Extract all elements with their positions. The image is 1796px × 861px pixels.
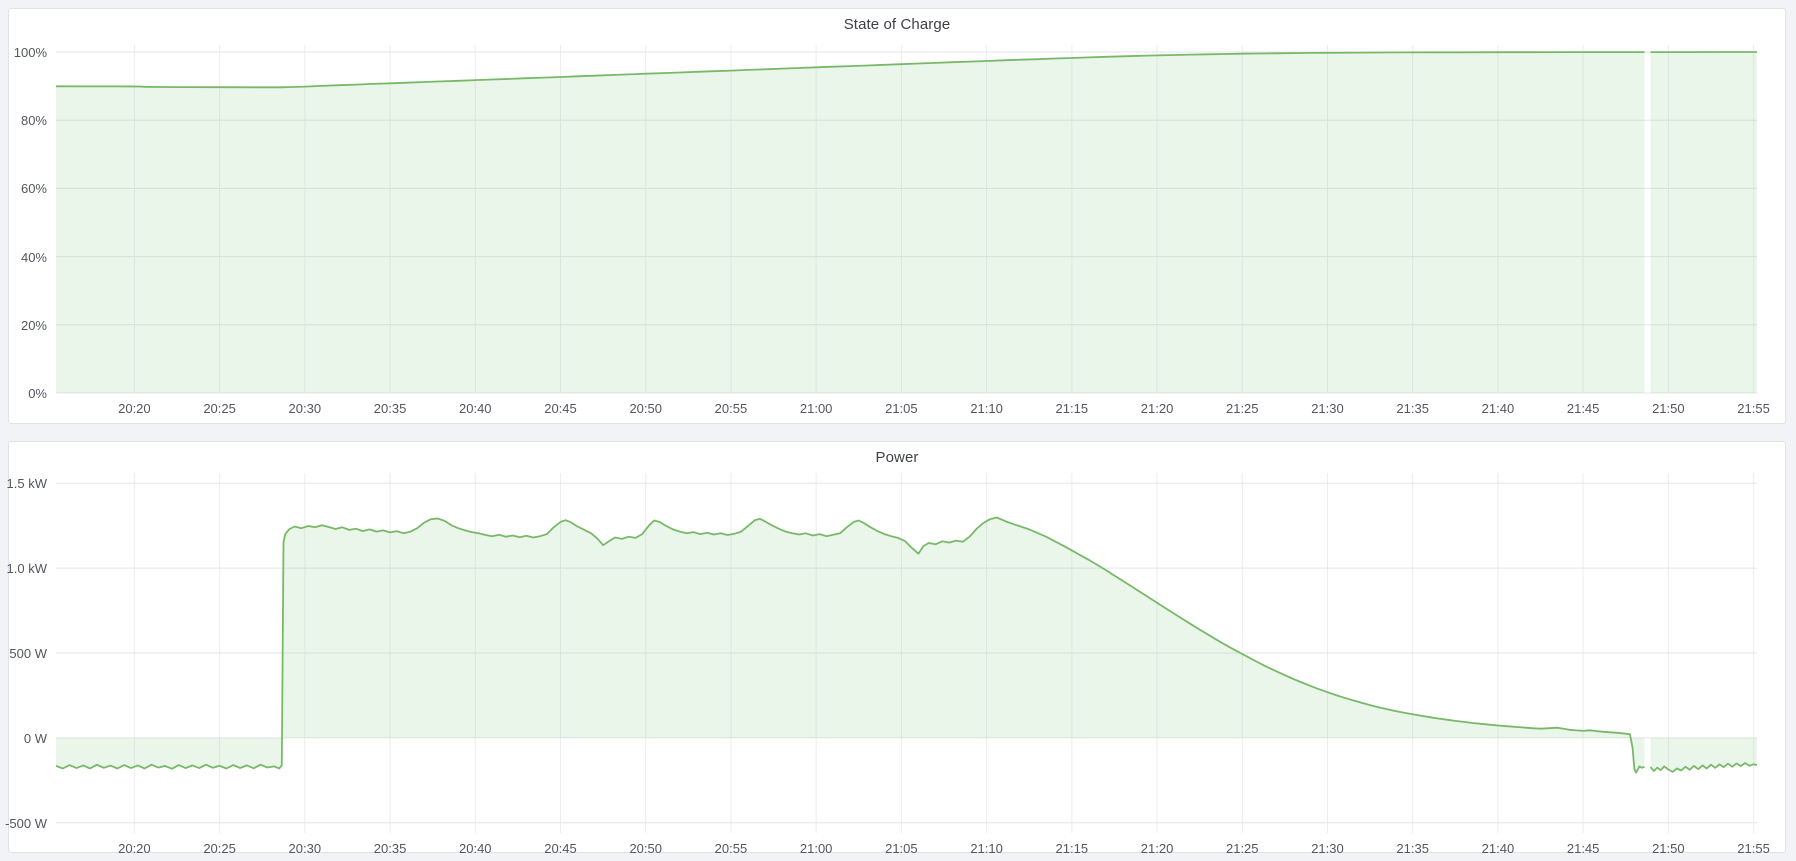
x-axis-tick-label: 21:40 bbox=[1481, 841, 1515, 856]
series-area-fill bbox=[56, 52, 1645, 393]
panel-state-of-charge: State of Charge 100% 80% 60% 40% 20% 0% 20:20 2… bbox=[8, 8, 1786, 424]
y-axis-tick-label: 0% bbox=[28, 386, 47, 401]
y-axis-tick-label: 500 W bbox=[9, 646, 47, 661]
panel-title-state-of-charge[interactable]: State of Charge bbox=[843, 16, 951, 33]
series-line bbox=[55, 51, 1645, 89]
x-axis-tick-label: 20:40 bbox=[459, 401, 492, 416]
series-area-fill bbox=[1650, 737, 1757, 772]
x-axis-tick-label: 21:50 bbox=[1652, 841, 1685, 856]
x-axis-tick-label: 21:50 bbox=[1652, 401, 1685, 416]
y-axis-tick-label: 60% bbox=[20, 181, 47, 197]
x-axis-tick-label: 20:45 bbox=[544, 401, 577, 416]
x-axis-tick-label: 21:00 bbox=[799, 401, 833, 416]
y-axis-tick-label: 20% bbox=[20, 317, 47, 333]
x-axis-tick-label: 21:30 bbox=[1311, 401, 1344, 416]
state-of-charge-chart[interactable] bbox=[55, 45, 1757, 394]
series-line bbox=[55, 516, 1645, 774]
y-axis-tick-label: 1.0 kW bbox=[6, 561, 47, 577]
panel-title-power[interactable]: Power bbox=[875, 449, 919, 466]
x-axis-tick-label: 20:30 bbox=[288, 841, 322, 856]
chart-canvas bbox=[55, 473, 1758, 833]
x-axis-tick-label: 20:55 bbox=[714, 401, 748, 416]
y-axis-tick-label: 80% bbox=[20, 113, 47, 129]
x-axis-tick-label: 20:35 bbox=[373, 841, 407, 856]
x-axis-tick-label: 21:25 bbox=[1225, 841, 1259, 856]
series-area-fill bbox=[56, 517, 1645, 773]
x-axis-tick-label: 20:55 bbox=[714, 841, 748, 856]
x-axis-tick-label: 21:25 bbox=[1225, 401, 1259, 416]
x-axis-tick-label: 21:05 bbox=[885, 401, 918, 416]
x-axis-tick-label: 21:45 bbox=[1566, 401, 1600, 416]
x-axis-tick-label: 21:10 bbox=[970, 401, 1003, 416]
x-axis-tick-label: 21:45 bbox=[1566, 841, 1600, 856]
series-line bbox=[1649, 762, 1758, 773]
x-axis-tick-label: 21:05 bbox=[885, 841, 918, 856]
x-axis-tick-label: 20:30 bbox=[288, 401, 322, 416]
x-axis-tick-label: 21:35 bbox=[1396, 841, 1429, 856]
x-axis-tick-label: 21:30 bbox=[1311, 841, 1344, 856]
chart-canvas bbox=[55, 45, 1757, 394]
x-axis-tick-label: 21:15 bbox=[1055, 401, 1089, 416]
x-axis-tick-label: 21:20 bbox=[1140, 401, 1174, 416]
x-axis-tick-label: 20:20 bbox=[118, 841, 151, 856]
y-axis-tick-label: 40% bbox=[20, 249, 47, 265]
panel-power: Power 1.5 kW 1.0 kW 500 W 0 W -500 W 20:20 20:… bbox=[5, 441, 1786, 856]
series-area-fill bbox=[1650, 52, 1757, 393]
x-axis-tick-label: 20:25 bbox=[203, 841, 236, 856]
y-axis-tick-label: -500 W bbox=[5, 815, 47, 831]
power-chart[interactable] bbox=[55, 473, 1758, 833]
x-axis-tick-label: 20:20 bbox=[118, 401, 151, 416]
x-axis-tick-label: 20:35 bbox=[373, 401, 407, 416]
x-axis-tick-label: 21:35 bbox=[1396, 401, 1429, 416]
x-axis-tick-label: 20:50 bbox=[629, 401, 662, 416]
x-axis-tick-label: 21:40 bbox=[1481, 401, 1515, 416]
x-axis-tick-label: 20:50 bbox=[629, 841, 662, 856]
x-axis-tick-label: 21:20 bbox=[1140, 841, 1174, 856]
x-axis-tick-label: 21:55 bbox=[1737, 841, 1770, 856]
y-axis-tick-label: 1.5 kW bbox=[6, 476, 47, 492]
y-axis-tick-label: 0 W bbox=[23, 730, 47, 746]
x-axis-tick-label: 21:15 bbox=[1055, 841, 1089, 856]
x-axis-tick-label: 20:45 bbox=[544, 841, 577, 856]
x-axis-tick-label: 21:00 bbox=[799, 841, 833, 856]
x-axis-tick-label: 21:10 bbox=[970, 841, 1003, 856]
y-axis-tick-label: 100% bbox=[13, 44, 47, 60]
x-axis-tick-label: 20:40 bbox=[459, 841, 492, 856]
x-axis-tick-label: 21:55 bbox=[1737, 401, 1770, 416]
x-axis-tick-label: 20:25 bbox=[203, 401, 236, 416]
